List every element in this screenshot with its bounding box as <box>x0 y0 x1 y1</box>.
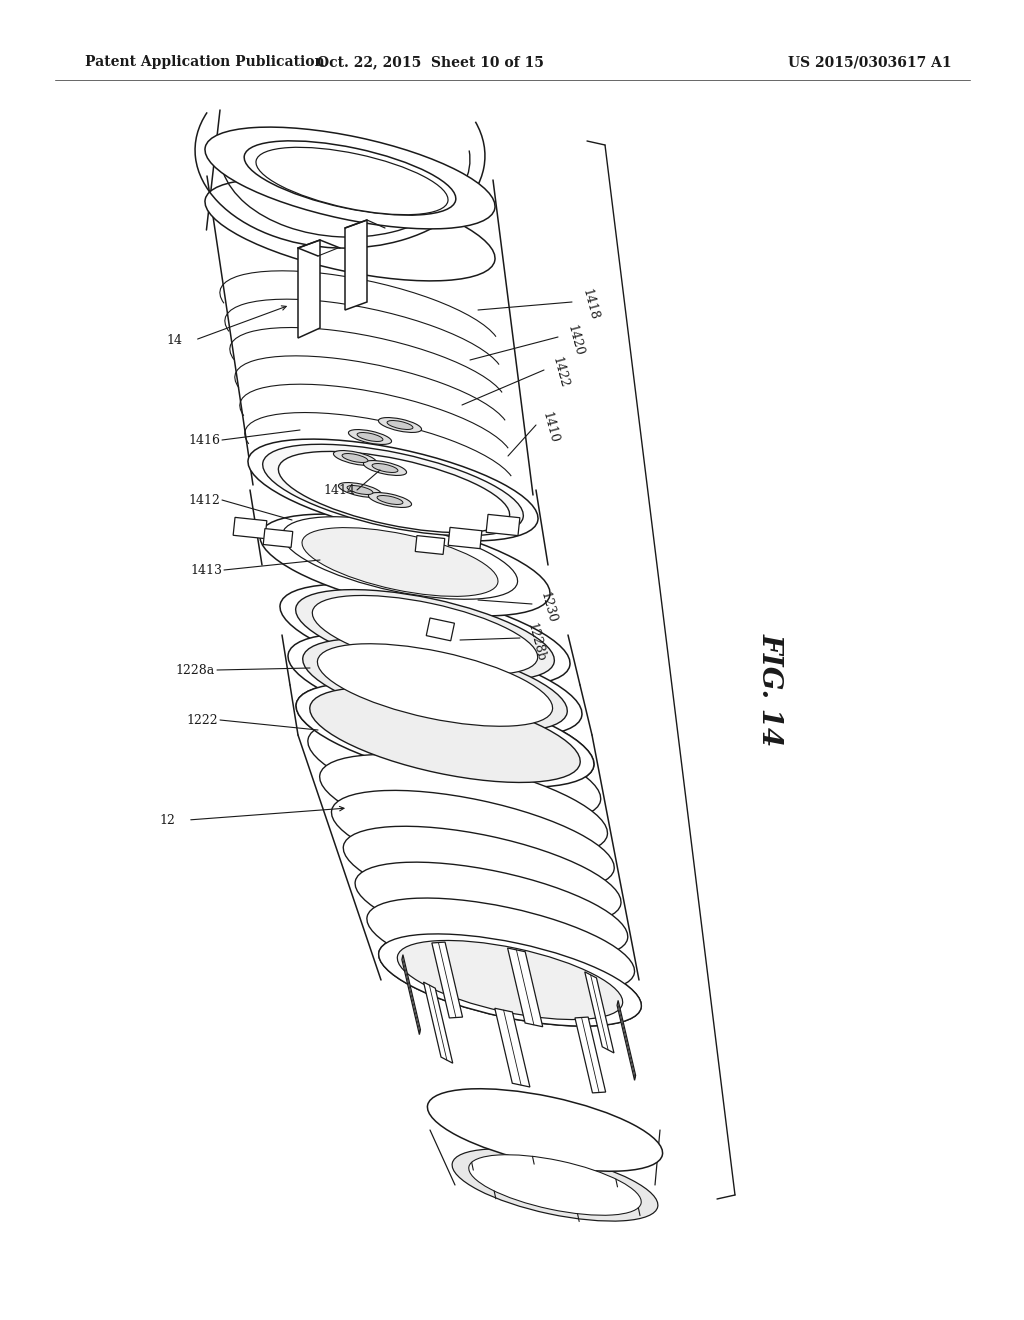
Text: US 2015/0303617 A1: US 2015/0303617 A1 <box>788 55 952 69</box>
Text: 1228a: 1228a <box>176 664 215 676</box>
Ellipse shape <box>296 590 554 680</box>
Ellipse shape <box>364 461 407 475</box>
Ellipse shape <box>317 644 553 726</box>
Ellipse shape <box>355 862 628 958</box>
Ellipse shape <box>453 1148 657 1221</box>
Bar <box>416 536 444 554</box>
Polygon shape <box>508 948 543 1027</box>
Ellipse shape <box>377 495 402 504</box>
Ellipse shape <box>280 585 570 686</box>
Text: 1413: 1413 <box>190 564 222 577</box>
Ellipse shape <box>205 127 495 228</box>
Bar <box>263 528 293 548</box>
Polygon shape <box>585 972 614 1053</box>
Bar <box>233 517 267 539</box>
Ellipse shape <box>342 454 368 462</box>
Ellipse shape <box>397 940 623 1019</box>
Polygon shape <box>345 220 367 310</box>
Ellipse shape <box>302 528 498 597</box>
Ellipse shape <box>296 682 594 787</box>
Ellipse shape <box>379 935 641 1026</box>
Ellipse shape <box>310 688 581 783</box>
Ellipse shape <box>205 180 495 281</box>
Text: 12: 12 <box>159 813 175 826</box>
Text: 1228b: 1228b <box>525 620 548 663</box>
Text: 1422: 1422 <box>550 355 570 389</box>
Text: FIG. 14: FIG. 14 <box>757 634 784 747</box>
Polygon shape <box>495 1008 529 1086</box>
Ellipse shape <box>332 791 614 890</box>
Polygon shape <box>432 942 463 1018</box>
Ellipse shape <box>288 634 582 737</box>
Ellipse shape <box>244 141 456 215</box>
Polygon shape <box>424 982 453 1063</box>
Text: Oct. 22, 2015  Sheet 10 of 15: Oct. 22, 2015 Sheet 10 of 15 <box>316 55 544 69</box>
Text: 1418: 1418 <box>580 288 601 322</box>
Text: 1410: 1410 <box>540 411 561 445</box>
Bar <box>486 515 520 536</box>
Text: 1222: 1222 <box>186 714 218 726</box>
Ellipse shape <box>303 639 567 731</box>
Text: 1414: 1414 <box>323 483 355 496</box>
Text: Patent Application Publication: Patent Application Publication <box>85 55 325 69</box>
Ellipse shape <box>369 492 412 507</box>
Ellipse shape <box>263 445 523 536</box>
Ellipse shape <box>248 440 538 541</box>
Ellipse shape <box>283 516 517 599</box>
Ellipse shape <box>312 595 538 675</box>
Text: 1420: 1420 <box>565 323 586 358</box>
Ellipse shape <box>339 483 382 498</box>
Ellipse shape <box>296 682 594 787</box>
Polygon shape <box>298 240 319 338</box>
Ellipse shape <box>256 148 449 215</box>
Ellipse shape <box>343 826 621 924</box>
Text: 1230: 1230 <box>538 590 559 624</box>
Ellipse shape <box>334 450 377 466</box>
Ellipse shape <box>387 421 413 429</box>
Ellipse shape <box>367 898 635 991</box>
Bar <box>449 528 482 549</box>
Ellipse shape <box>379 417 422 433</box>
Polygon shape <box>401 954 421 1035</box>
Ellipse shape <box>279 451 510 532</box>
Polygon shape <box>617 1001 636 1080</box>
Ellipse shape <box>357 433 383 441</box>
Text: 1412: 1412 <box>188 494 220 507</box>
Ellipse shape <box>319 755 607 855</box>
Text: 14: 14 <box>166 334 182 346</box>
Bar <box>426 618 455 640</box>
Ellipse shape <box>308 718 601 821</box>
Polygon shape <box>574 1016 605 1093</box>
Ellipse shape <box>427 1089 663 1171</box>
Ellipse shape <box>260 513 550 616</box>
Ellipse shape <box>348 429 391 445</box>
Ellipse shape <box>379 935 641 1026</box>
Ellipse shape <box>469 1155 641 1216</box>
Text: 1416: 1416 <box>188 433 220 446</box>
Ellipse shape <box>372 463 398 473</box>
Ellipse shape <box>347 486 373 495</box>
